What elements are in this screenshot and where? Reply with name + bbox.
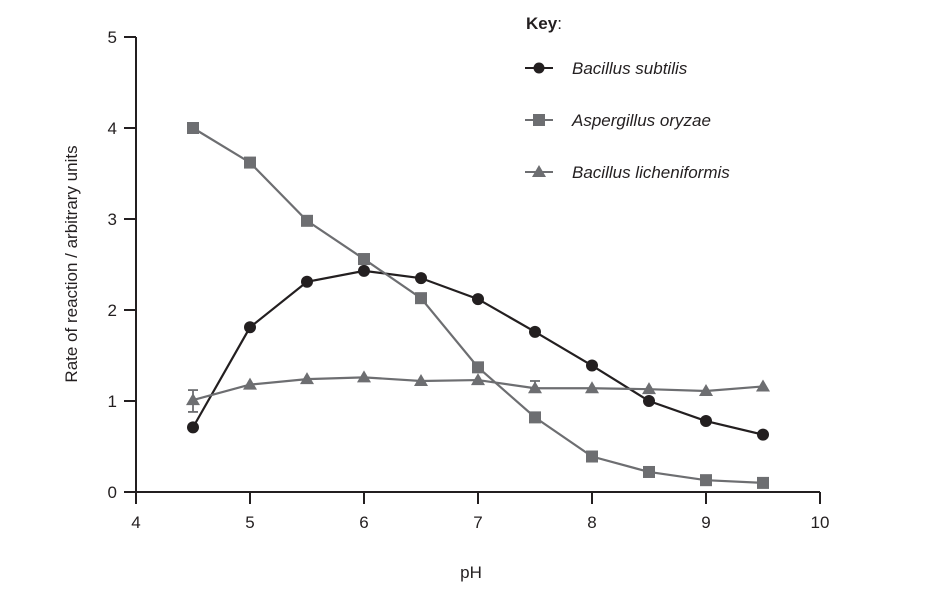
x-axis-title: pH xyxy=(460,563,482,582)
legend-title-colon: : xyxy=(557,14,562,33)
square-marker-icon xyxy=(529,411,541,424)
y-tick-label: 3 xyxy=(108,210,117,229)
x-tick-label: 6 xyxy=(359,513,368,532)
legend-item-bacillus-subtilis: Bacillus subtilis xyxy=(525,59,688,78)
square-marker-icon xyxy=(757,476,769,489)
triangle-marker-icon xyxy=(414,373,428,386)
y-axis-title: Rate of reaction / arbitrary units xyxy=(62,145,81,382)
triangle-marker-icon xyxy=(471,373,485,386)
series-layer xyxy=(186,122,770,489)
x-tick-label: 5 xyxy=(245,513,254,532)
legend-label: Aspergillus oryzae xyxy=(571,111,711,130)
circle-marker-icon xyxy=(301,275,313,288)
x-tick-label: 4 xyxy=(131,513,140,532)
legend-label: Bacillus subtilis xyxy=(572,59,688,78)
square-marker-icon xyxy=(244,156,256,169)
circle-marker-icon xyxy=(187,421,199,434)
y-tick-label: 1 xyxy=(108,392,117,411)
square-marker-icon xyxy=(187,122,199,134)
circle-marker-icon xyxy=(586,359,598,372)
triangle-marker-icon xyxy=(357,370,371,383)
legend-item-aspergillus-oryzae: Aspergillus oryzae xyxy=(525,111,711,130)
y-tick-label: 4 xyxy=(108,119,117,138)
x-tick-label: 9 xyxy=(701,513,710,532)
square-marker-icon xyxy=(472,361,484,374)
circle-marker-icon xyxy=(472,293,484,306)
y-tick-label: 2 xyxy=(108,301,117,320)
square-marker-icon xyxy=(643,465,655,478)
square-marker-icon xyxy=(358,253,370,266)
axes: 0 1 2 3 4 5 4 5 6 7 8 9 10 xyxy=(108,28,830,532)
triangle-marker-icon xyxy=(699,383,713,396)
x-tick-label: 10 xyxy=(811,513,830,532)
triangle-marker-icon xyxy=(186,393,200,406)
square-marker-icon xyxy=(700,474,712,487)
y-tick-label: 0 xyxy=(108,483,117,502)
x-tick-label: 7 xyxy=(473,513,482,532)
circle-marker-icon xyxy=(415,272,427,285)
legend-label: Bacillus licheniformis xyxy=(572,163,730,182)
x-tick-label: 8 xyxy=(587,513,596,532)
circle-marker-icon xyxy=(700,415,712,428)
square-marker-icon xyxy=(415,292,427,305)
circle-marker-icon xyxy=(533,62,545,74)
circle-marker-icon xyxy=(358,264,370,277)
circle-marker-icon xyxy=(529,325,541,338)
series-bacillus-licheniformis xyxy=(186,370,770,413)
circle-marker-icon xyxy=(643,395,655,407)
triangle-marker-icon xyxy=(300,372,314,385)
triangle-marker-icon xyxy=(532,165,546,177)
legend-title: Key: xyxy=(526,14,562,33)
legend-title-key: Key xyxy=(526,14,558,33)
series-aspergillus-oryzae xyxy=(187,122,769,489)
circle-marker-icon xyxy=(244,321,256,334)
square-marker-icon xyxy=(586,450,598,463)
legend-item-bacillus-licheniformis: Bacillus licheniformis xyxy=(525,163,730,182)
square-marker-icon xyxy=(533,114,545,126)
circle-marker-icon xyxy=(757,428,769,441)
square-marker-icon xyxy=(301,214,313,227)
legend: Key: Bacillus subtilis Aspergillus oryza… xyxy=(525,14,730,182)
triangle-marker-icon xyxy=(642,382,656,395)
triangle-marker-icon xyxy=(756,379,770,392)
series-bacillus-subtilis xyxy=(187,264,769,441)
triangle-marker-icon xyxy=(585,381,599,394)
triangle-marker-icon xyxy=(243,377,257,390)
y-tick-label: 5 xyxy=(108,28,117,47)
triangle-marker-icon xyxy=(528,381,542,394)
